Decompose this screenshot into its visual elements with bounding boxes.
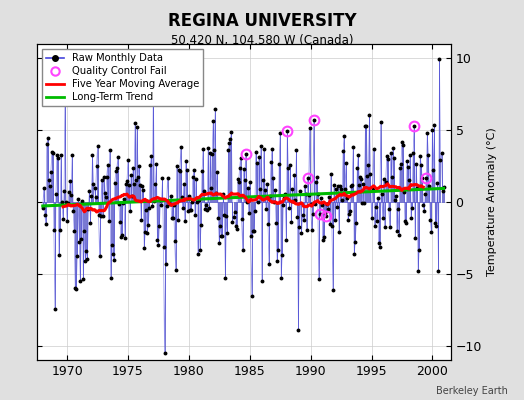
Text: Berkeley Earth: Berkeley Earth bbox=[436, 386, 508, 396]
Text: 50.420 N, 104.580 W (Canada): 50.420 N, 104.580 W (Canada) bbox=[171, 34, 353, 47]
Y-axis label: Temperature Anomaly (°C): Temperature Anomaly (°C) bbox=[487, 128, 497, 276]
Text: REGINA UNIVERSITY: REGINA UNIVERSITY bbox=[168, 12, 356, 30]
Legend: Raw Monthly Data, Quality Control Fail, Five Year Moving Average, Long-Term Tren: Raw Monthly Data, Quality Control Fail, … bbox=[42, 49, 203, 106]
